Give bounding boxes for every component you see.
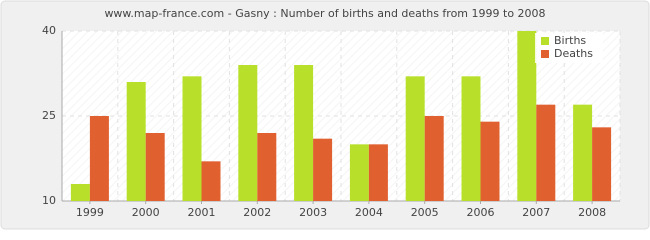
bar (517, 31, 537, 201)
bar (573, 104, 593, 201)
legend-swatch (541, 50, 549, 58)
legend-label: Deaths (554, 47, 593, 60)
chart-title: www.map-france.com - Gasny : Number of b… (104, 7, 545, 20)
bar (70, 184, 90, 201)
bar (145, 133, 165, 201)
bar (313, 138, 333, 201)
bar (126, 82, 146, 201)
bar (182, 76, 202, 201)
bar (257, 133, 277, 201)
legend-label: Births (554, 34, 586, 47)
y-tick-label: 10 (42, 194, 56, 207)
chart: www.map-france.com - Gasny : Number of b… (0, 0, 650, 230)
bar (89, 116, 109, 201)
x-tick-label: 2003 (299, 206, 327, 219)
bar (349, 144, 369, 201)
bar (480, 121, 500, 201)
bar (238, 65, 258, 201)
y-tick-label: 25 (42, 109, 56, 122)
x-tick-label: 2000 (132, 206, 160, 219)
bar (424, 116, 444, 201)
bar (405, 76, 425, 201)
x-tick-label: 2001 (188, 206, 216, 219)
x-tick-label: 1999 (76, 206, 104, 219)
bar (461, 76, 481, 201)
bar (536, 104, 556, 201)
bar (592, 127, 612, 201)
bar (294, 65, 314, 201)
x-tick-label: 2007 (522, 206, 550, 219)
x-tick-label: 2002 (243, 206, 271, 219)
legend-swatch (541, 37, 549, 45)
y-tick-label: 40 (42, 24, 56, 37)
x-tick-label: 2004 (355, 206, 383, 219)
bar (368, 144, 388, 201)
x-tick-label: 2008 (578, 206, 606, 219)
x-tick-label: 2005 (411, 206, 439, 219)
x-tick-label: 2006 (467, 206, 495, 219)
bar (201, 161, 221, 201)
